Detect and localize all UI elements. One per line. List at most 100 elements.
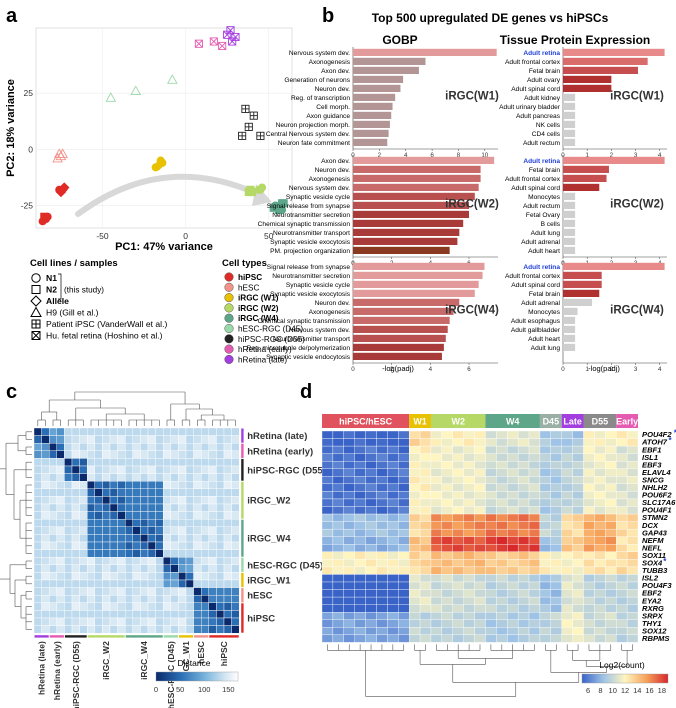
distance-cell [102,587,111,596]
gene-heatmap-cell [343,574,355,583]
gene-heatmap-cell [365,566,377,575]
distance-cell [147,534,156,543]
gene-heatmap-cell [496,544,508,552]
distance-cell [94,602,103,611]
gene-heatmap-cell [419,438,432,447]
gene-heatmap-cell [594,634,606,643]
distance-cell [140,458,149,467]
gene-heatmap-cell [594,627,606,636]
distance-cell [140,481,149,490]
tissue-label: Adult ovary [527,77,561,84]
distance-cell [178,610,187,619]
gene-heatmap-cell [572,612,584,620]
gene-heatmap-cell [605,506,617,515]
gene-heatmap-cell [572,544,584,552]
gene-heatmap-cell [517,498,530,507]
distance-cell [155,610,164,619]
gene-heatmap-cell [517,453,530,462]
gene-heatmap-cell [594,483,606,492]
distance-cell [155,458,164,467]
tissue-label: CD4 cells [532,131,561,138]
group-header-label: hiPSC/hESC [339,417,393,427]
gene-heatmap-cell [517,619,530,628]
tissue-label: NK cells [536,122,561,129]
distance-cell [193,625,202,634]
distance-cell [200,572,209,581]
gene-heatmap-cell [550,498,562,507]
sample-legend-item: Hu. fetal retina (Hoshino et al.) [31,331,163,341]
tissue-label: Adult gallbladder [511,327,561,334]
gene-heatmap-cell [365,627,377,636]
distance-cell [216,503,225,512]
gene-heatmap-cell [332,627,344,636]
distance-cell [162,541,171,550]
distance-cell [86,503,95,512]
distance-cell [231,503,240,512]
distance-cell [33,572,42,581]
gene-heatmap-cell [616,627,628,636]
sample-legend-item: H9 (Gill et al.) [30,306,99,318]
gene-heatmap-cell [387,589,399,598]
pca-point-box [209,37,218,46]
distance-cell [193,572,202,581]
gene-heatmap-cell [441,430,453,439]
distance-cell [49,579,58,588]
gene-heatmap-cell [561,506,573,515]
distance-cell [94,572,103,581]
gene-label: ISL2 [642,574,659,583]
distance-cell [64,557,73,566]
gene-heatmap-cell [463,430,475,439]
pca-y-tick: 25 [24,88,34,98]
distance-cell [102,534,111,543]
type-legend-label: iRGC (W2) [238,304,279,313]
gene-heatmap-cell [321,589,334,598]
distance-cell [79,564,88,573]
distance-cell [33,481,42,490]
distance-cell [109,534,118,543]
distance-cell [216,564,225,573]
gene-heatmap-cell [583,445,595,454]
distance-cell [117,534,126,543]
distance-cell [94,549,103,558]
distance-cell [49,435,58,444]
gene-heatmap-cell [626,574,639,583]
gene-heatmap-cell [463,551,475,560]
distance-cell [208,564,217,573]
type-color-swatch [224,282,234,292]
distance-cell [162,473,171,482]
distance-cell [102,503,111,512]
pca-point-cross [231,33,240,41]
distance-cell [124,587,133,596]
distance-legend-tick: 0 [154,685,158,694]
distance-cell [155,465,164,474]
distance-cell [208,435,217,444]
gene-heatmap-cell [507,604,519,613]
distance-cell [49,602,58,611]
gene-heatmap-cell [485,544,497,552]
distance-cell [170,435,179,444]
gene-heatmap-cell [376,506,388,515]
distance-cell [71,587,80,596]
gene-heatmap-cell [376,574,388,583]
gene-labels: POU4F2*ATOH7*EBF1ISL1EBF3ELAVL4SNCGNHLH2… [641,429,676,643]
gene-heatmap-cell [507,430,519,439]
distance-cell [155,587,164,596]
type-legend-item: hESC [224,282,259,292]
distance-cell [79,526,88,535]
gene-heatmap-cell [441,506,453,515]
gene-heatmap-cell [430,476,443,485]
distance-cell [185,488,194,497]
gene-heatmap-cell [430,528,443,537]
gene-heatmap-cell [550,491,562,500]
gene-heatmap-cell [561,551,573,560]
gene-heatmap-cell [550,513,562,522]
gene-heatmap-cell [496,619,508,628]
tissue-label: Adult kidney [524,95,561,102]
gene-heatmap-cell [485,566,497,575]
distance-cell [94,625,103,634]
distance-cell [155,602,164,611]
row-group-color-bar [241,428,244,443]
distance-cell [208,503,217,512]
gene-heatmap-cell [452,566,464,575]
distance-cell [124,519,133,528]
